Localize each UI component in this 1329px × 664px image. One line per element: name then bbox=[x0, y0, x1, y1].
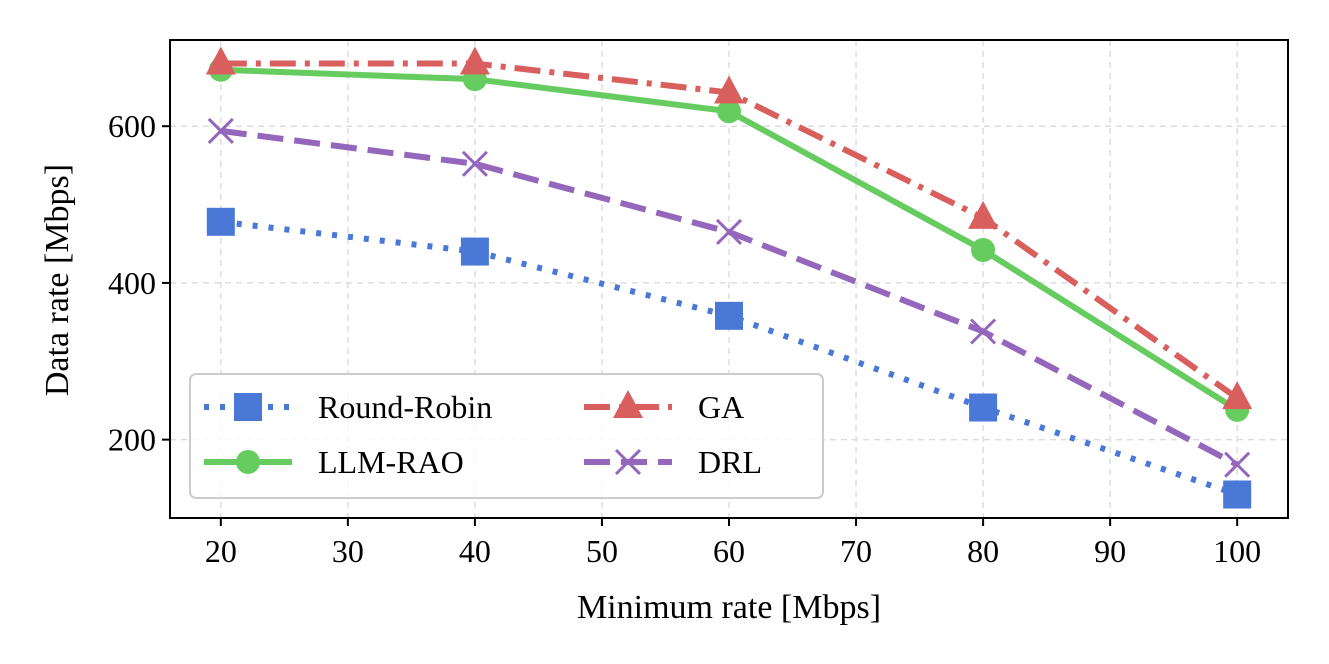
x-axis-ticks: 20 30 40 50 60 70 80 90 100 bbox=[205, 518, 1261, 569]
legend-label: Round-Robin bbox=[318, 389, 492, 425]
series-round-robin bbox=[206, 207, 1252, 509]
legend: Round-Robin LLM-RAO GA DRL bbox=[189, 373, 824, 499]
x-tick-label: 60 bbox=[713, 533, 745, 569]
legend-frame bbox=[189, 373, 824, 499]
series-layer bbox=[205, 46, 1253, 509]
data-point-ga bbox=[968, 200, 999, 229]
data-point-ga bbox=[205, 46, 236, 75]
legend-label: DRL bbox=[698, 444, 762, 480]
legend-item-round-robin: Round-Robin bbox=[204, 389, 492, 425]
data-point-drl bbox=[207, 117, 234, 144]
data-point-llm-rao bbox=[971, 238, 996, 263]
data-point-drl bbox=[461, 150, 488, 177]
x-tick-label: 80 bbox=[967, 533, 999, 569]
x-tick-label: 30 bbox=[332, 533, 364, 569]
data-point-round-robin bbox=[715, 301, 743, 330]
x-tick-label: 20 bbox=[205, 533, 237, 569]
data-point-round-robin bbox=[206, 207, 235, 236]
legend-swatch-marker bbox=[613, 390, 643, 418]
data-point-ga bbox=[1222, 381, 1253, 410]
x-tick-label: 50 bbox=[586, 533, 618, 569]
data-point-round-robin bbox=[1223, 480, 1252, 509]
y-tick-label: 600 bbox=[108, 108, 156, 144]
series-drl bbox=[207, 117, 1251, 478]
data-point-drl bbox=[970, 318, 997, 345]
y-axis-ticks: 200 400 600 bbox=[108, 108, 170, 458]
series-ga bbox=[205, 46, 1253, 410]
x-axis-label: Minimum rate [Mbps] bbox=[577, 589, 881, 626]
data-point-round-robin bbox=[969, 393, 998, 422]
legend-item-ga: GA bbox=[584, 389, 744, 425]
y-tick-label: 200 bbox=[108, 422, 156, 458]
data-point-ga bbox=[714, 75, 744, 104]
data-point-drl bbox=[1224, 451, 1251, 478]
data-point-llm-rao bbox=[717, 99, 741, 124]
y-tick-label: 400 bbox=[108, 265, 156, 301]
legend-item-drl: DRL bbox=[584, 444, 762, 480]
legend-label: LLM-RAO bbox=[318, 444, 464, 480]
legend-item-llm-rao: LLM-RAO bbox=[204, 444, 464, 480]
legend-swatch-marker bbox=[234, 393, 262, 421]
x-tick-label: 70 bbox=[840, 533, 872, 569]
data-point-ga bbox=[459, 46, 490, 75]
legend-swatch-marker bbox=[236, 450, 260, 474]
x-tick-label: 100 bbox=[1213, 533, 1261, 569]
data-point-drl bbox=[715, 218, 743, 246]
y-axis-label: Data rate [Mbps] bbox=[39, 164, 76, 396]
x-tick-label: 90 bbox=[1094, 533, 1126, 569]
legend-swatch-marker bbox=[614, 448, 642, 476]
data-point-round-robin bbox=[460, 237, 489, 266]
x-tick-label: 40 bbox=[459, 533, 491, 569]
legend-label: GA bbox=[698, 389, 744, 425]
